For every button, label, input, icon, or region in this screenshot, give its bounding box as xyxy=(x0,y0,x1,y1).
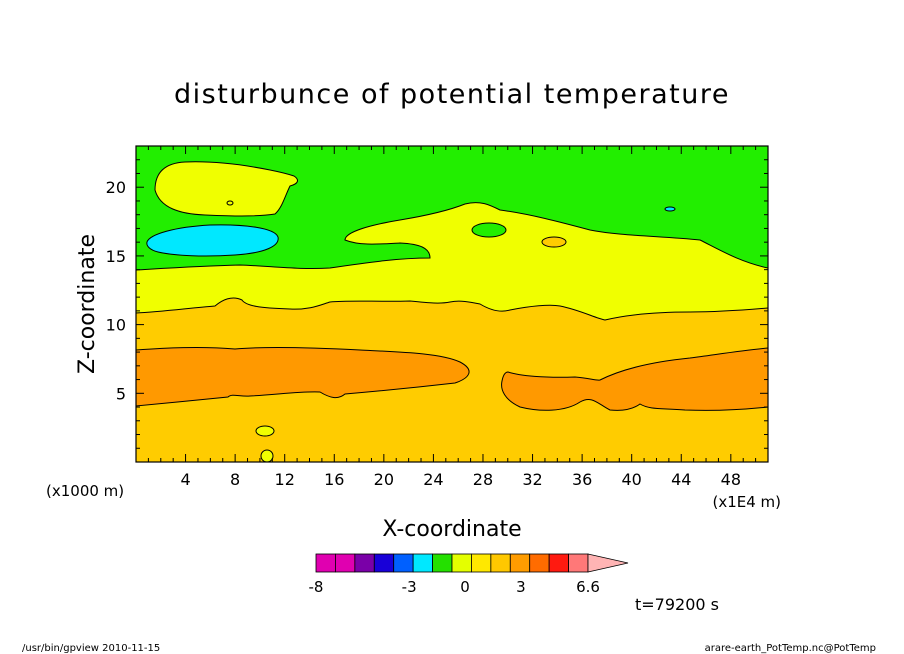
colorbar-swatch xyxy=(568,553,589,573)
plot-area xyxy=(135,145,769,463)
x-unit-label: (x1E4 m) xyxy=(712,493,781,511)
x-tick-label: 16 xyxy=(324,470,344,489)
band-orange-right xyxy=(501,347,769,411)
x-tick-label: 44 xyxy=(671,470,691,489)
blob-yellow-dot xyxy=(226,200,234,206)
y-unit-label: (x1000 m) xyxy=(46,482,124,500)
x-axis: 4 8 12 16 20 24 28 32 36 40 44 48 xyxy=(147,146,757,489)
colorbar-tick-label: -8 xyxy=(309,578,324,596)
time-annotation: t=79200 s xyxy=(635,595,719,614)
footer-left: /usr/bin/gpview 2010-11-15 xyxy=(22,643,160,654)
y-axis-label: Z-coordinate xyxy=(75,234,100,374)
footer-right: arare-earth_PotTemp.nc@PotTemp xyxy=(705,643,876,654)
colorbar-swatch xyxy=(432,553,453,573)
x-tick-label: 28 xyxy=(473,470,493,489)
colorbar-swatch xyxy=(451,553,472,573)
colorbar-swatch xyxy=(529,553,550,573)
colorbar-swatch xyxy=(315,553,336,573)
y-tick-label: 5 xyxy=(116,384,126,403)
y-tick-label: 20 xyxy=(106,178,126,197)
colorbar-swatch xyxy=(509,553,531,573)
colorbar-swatch xyxy=(548,553,569,573)
colorbar-swatch xyxy=(490,553,511,573)
y-axis: 5 10 15 20 xyxy=(106,159,768,449)
band-orange-left xyxy=(135,346,470,407)
blob-yellow-upper-left xyxy=(154,161,298,217)
x-tick-label: 12 xyxy=(275,470,295,489)
colorbar-swatch xyxy=(393,553,414,573)
blob-lower-1 xyxy=(255,425,275,437)
colorbar-swatch xyxy=(412,553,433,573)
blob-cyan xyxy=(146,224,279,257)
colorbar-swatch xyxy=(354,553,375,573)
colorbar-extension xyxy=(587,553,629,573)
x-tick-label: 8 xyxy=(230,470,240,489)
x-axis-label: X-coordinate xyxy=(382,517,521,542)
blob-cyan-speck xyxy=(664,206,676,212)
blob-lower-2 xyxy=(260,449,274,463)
x-tick-label: 36 xyxy=(572,470,592,489)
x-tick-label: 40 xyxy=(622,470,642,489)
colorbar-swatch xyxy=(471,553,492,573)
x-tick-label: 48 xyxy=(721,470,741,489)
plot-frame xyxy=(135,145,769,463)
x-tick-label: 32 xyxy=(522,470,542,489)
x-tick-label: 20 xyxy=(374,470,394,489)
colorbar-labels: -8 -3 0 3 6.6 xyxy=(309,578,600,596)
chart-title: disturbunce of potential temperature xyxy=(174,79,730,110)
x-tick-label: 4 xyxy=(180,470,190,489)
colorbar-tick-label: 0 xyxy=(460,578,470,596)
colorbar-swatch xyxy=(373,553,395,573)
colorbar-tick-label: 6.6 xyxy=(576,578,600,596)
colorbar-tick-label: -3 xyxy=(402,578,417,596)
blob-orange-small xyxy=(541,236,567,248)
colorbar xyxy=(315,553,629,573)
colorbar-tick-label: 3 xyxy=(516,578,526,596)
y-tick-label: 15 xyxy=(106,247,126,266)
blob-green-hole xyxy=(471,222,507,238)
y-tick-label: 10 xyxy=(106,316,126,335)
x-tick-label: 24 xyxy=(423,470,443,489)
colorbar-swatch xyxy=(335,553,356,573)
